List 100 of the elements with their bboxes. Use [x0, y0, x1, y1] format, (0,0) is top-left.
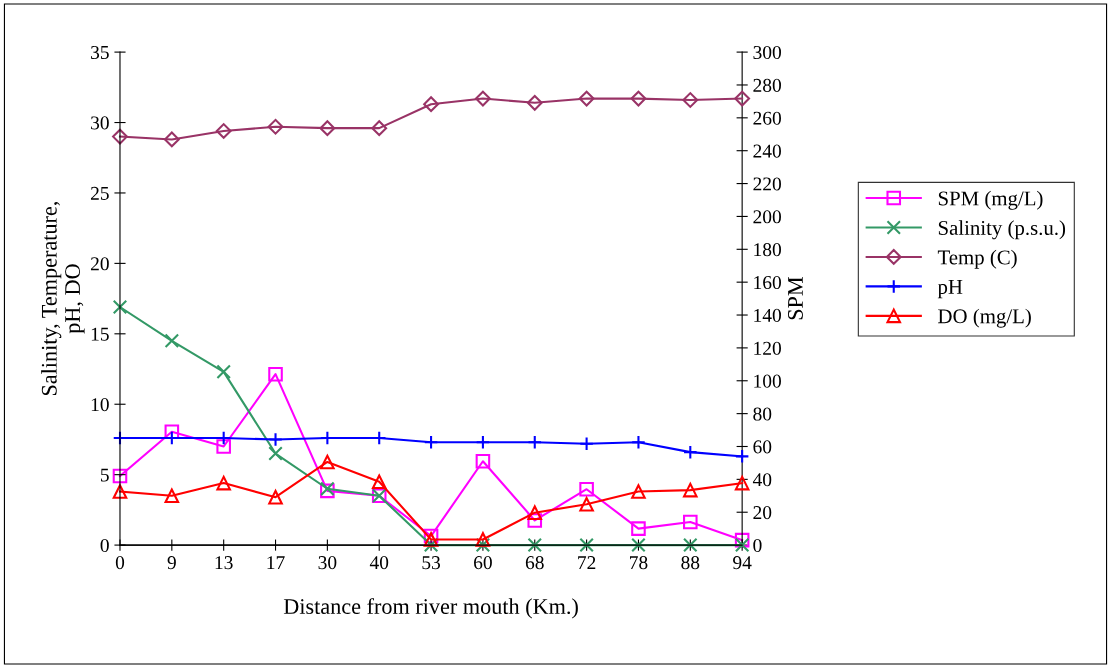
y-tick-label: 25	[90, 186, 109, 200]
point	[631, 484, 646, 499]
point	[423, 96, 439, 113]
y2-tick-label: 60	[753, 440, 772, 454]
point	[578, 90, 595, 107]
point	[527, 434, 543, 450]
point	[682, 92, 699, 108]
y2-tick-label: 140	[754, 308, 781, 322]
point	[527, 537, 543, 553]
point	[734, 532, 750, 548]
point	[475, 453, 491, 469]
point	[475, 537, 491, 553]
x-tick-label: 40	[369, 556, 389, 570]
legend-label: pH	[937, 280, 963, 299]
point	[579, 496, 594, 512]
y2-tick-label: 260	[753, 111, 781, 125]
point	[163, 131, 180, 148]
x-tick-label: 68	[525, 556, 544, 570]
point	[268, 432, 283, 447]
y2-tick-label: 0	[753, 538, 762, 553]
y2-tick-label: 200	[753, 210, 781, 224]
point	[112, 299, 128, 315]
point	[215, 123, 232, 139]
x-tick-label: 30	[318, 556, 337, 570]
x-tick-label: 0	[115, 556, 125, 570]
x-tick-label: 17	[267, 556, 285, 569]
x-tick-label: 72	[578, 556, 596, 569]
point	[371, 474, 387, 489]
point	[734, 475, 750, 491]
y2-tick-label: 280	[753, 78, 781, 92]
x-tick-label: 9	[167, 556, 176, 570]
point	[216, 439, 231, 454]
point	[423, 537, 439, 553]
point	[475, 532, 491, 547]
point	[683, 444, 698, 460]
point	[527, 513, 543, 528]
point	[268, 489, 283, 505]
x-tick-label: 13	[215, 556, 233, 570]
point	[579, 481, 594, 497]
y2-tick-label: 40	[752, 473, 772, 487]
point	[164, 488, 180, 504]
point	[630, 90, 647, 107]
x-tick-label: 88	[681, 556, 700, 570]
x-tick-label: 94	[733, 556, 752, 570]
y-axis-title: Salinity, Temperature, pH, DO	[41, 202, 85, 396]
y2-tick-label: 180	[754, 243, 781, 257]
legend-label: Temp (C)	[937, 249, 1017, 269]
point	[683, 514, 698, 530]
point	[734, 90, 751, 107]
x-axis-title: Distance from river mouth (Km.)	[283, 598, 578, 619]
y-tick-label: 10	[91, 398, 109, 412]
point	[216, 475, 231, 491]
legend-label: SPM (mg/L)	[938, 190, 1043, 210]
y-tick-label: 20	[90, 257, 109, 271]
y-tick-label: 35	[91, 45, 109, 60]
y2-axis-title: SPM	[787, 277, 803, 320]
point	[579, 537, 594, 553]
legend-label: Salinity (p.s.u.)	[938, 220, 1066, 240]
y2-tick-label: 100	[754, 374, 781, 388]
point	[631, 537, 646, 553]
point	[526, 94, 543, 111]
point	[423, 434, 439, 450]
point	[112, 484, 128, 499]
point	[216, 364, 231, 380]
point	[734, 537, 750, 553]
y2-tick-label: 80	[753, 407, 772, 421]
point	[734, 449, 750, 464]
x-tick-label: 53	[422, 556, 441, 570]
point	[631, 521, 646, 536]
point	[371, 120, 388, 137]
point	[527, 505, 543, 520]
point	[267, 118, 284, 135]
point	[320, 454, 335, 470]
point	[683, 537, 698, 553]
x-tick-label: 78	[630, 556, 648, 570]
x-tick-label: 60	[474, 556, 492, 570]
point	[475, 90, 491, 107]
point	[112, 468, 128, 484]
point	[579, 436, 594, 451]
point	[475, 434, 491, 450]
y2-tick-label: 20	[753, 506, 772, 520]
point	[164, 424, 180, 439]
y-tick-label: 15	[91, 327, 109, 341]
y2-tick-label: 160	[754, 275, 781, 290]
y2-tick-label: 120	[754, 341, 781, 355]
y2-tick-label: 300	[753, 45, 781, 60]
point	[683, 482, 698, 498]
y2-tick-label: 240	[753, 144, 781, 158]
y2-tick-label: 220	[753, 177, 781, 191]
point	[423, 532, 439, 547]
point	[112, 128, 128, 145]
y-tick-label: 0	[100, 538, 109, 553]
y-tick-label: 30	[91, 116, 109, 130]
y-tick-label: 5	[100, 468, 109, 482]
point	[631, 434, 646, 450]
point	[319, 120, 336, 137]
legend-label: DO (mg/L)	[938, 308, 1031, 328]
point	[164, 333, 180, 349]
point	[268, 366, 283, 382]
point	[268, 446, 283, 461]
